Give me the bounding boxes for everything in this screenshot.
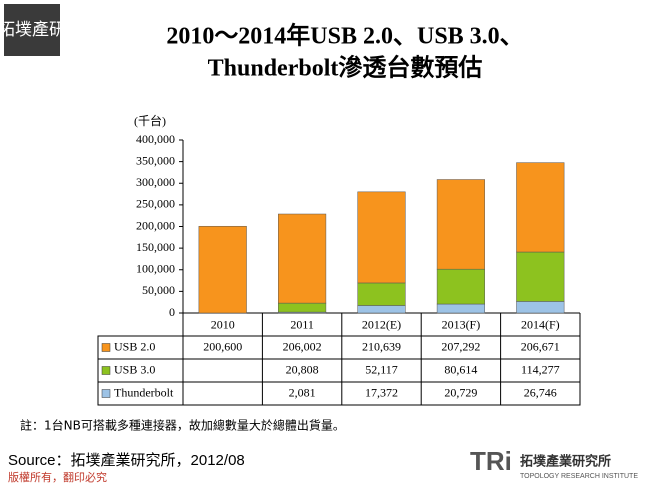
y-tick-label: 350,000 [136, 153, 175, 167]
copyright: 版權所有，翻印必究 [8, 470, 107, 484]
table-value: 2,081 [289, 385, 316, 399]
legend-swatch [101, 366, 111, 375]
logo-box [4, 4, 60, 56]
table-value: 114,277 [521, 362, 560, 376]
table-value: 206,671 [521, 339, 560, 353]
x-tick-label: 2014(F) [521, 317, 560, 331]
table-value: 20,729 [444, 385, 477, 399]
bar-segment [278, 302, 327, 313]
y-tick-label: 0 [169, 305, 175, 319]
bar-segment [436, 179, 485, 270]
brand-sub: TOPOLOGY RESEARCH INSTITUTE [520, 473, 638, 480]
y-tick-label: 50,000 [142, 283, 175, 297]
bar-segment [436, 268, 485, 305]
x-tick-label: 2012(E) [362, 317, 401, 331]
y-axis-label: (千台) [134, 113, 166, 128]
y-tick-label: 250,000 [136, 197, 175, 211]
y-tick-label: 200,000 [136, 218, 175, 232]
bar-segment [198, 225, 247, 314]
note: 註：1台NB可搭載多種連接器，故加總數量大於總體出貨量。 [20, 418, 345, 433]
chart-title: 2010～2014年USB 2.0、USB 3.0、 [166, 22, 523, 50]
bar-segment [516, 301, 565, 314]
bar-segment [357, 305, 406, 314]
brand-mark: TRi [470, 446, 512, 476]
legend-swatch [101, 343, 111, 352]
logo-text: 拓墣產研 [0, 20, 66, 40]
chart-title: Thunderbolt滲透台數預估 [208, 54, 483, 82]
bar-segment [357, 191, 406, 284]
x-tick-label: 2010 [211, 317, 235, 331]
table-value: 210,639 [362, 339, 401, 353]
legend-label: USB 2.0 [114, 339, 155, 353]
chart: 0 50,000 100,000 150,000 200,000 250,000 300,0… [97, 132, 581, 406]
legend-label: USB 3.0 [114, 362, 155, 376]
table-value: 20,808 [286, 362, 319, 376]
table-value: 80,614 [444, 362, 477, 376]
bar-segment [516, 162, 565, 253]
y-tick-label: 150,000 [136, 240, 175, 254]
bar-segment [436, 303, 485, 314]
bar-segment [357, 282, 406, 306]
x-tick-label: 2011 [290, 317, 314, 331]
table-value: 17,372 [365, 385, 398, 399]
source: Source：拓墣產業研究所，2012/08 [8, 452, 245, 469]
bar-segment [278, 213, 327, 304]
table-value: 200,600 [203, 339, 242, 353]
x-tick-label: 2013(F) [442, 317, 481, 331]
table-value: 206,002 [283, 339, 322, 353]
table-value: 26,746 [524, 385, 557, 399]
legend-swatch [101, 389, 111, 398]
bar-segment [516, 251, 565, 302]
brand-name: 拓墣產業研究所 [520, 454, 611, 470]
table-value: 207,292 [441, 339, 480, 353]
table-value: 52,117 [365, 362, 398, 376]
y-tick-label: 300,000 [136, 175, 175, 189]
y-tick-label: 100,000 [136, 262, 175, 276]
y-tick-label: 400,000 [136, 132, 175, 146]
legend-label: Thunderbolt [114, 385, 174, 399]
